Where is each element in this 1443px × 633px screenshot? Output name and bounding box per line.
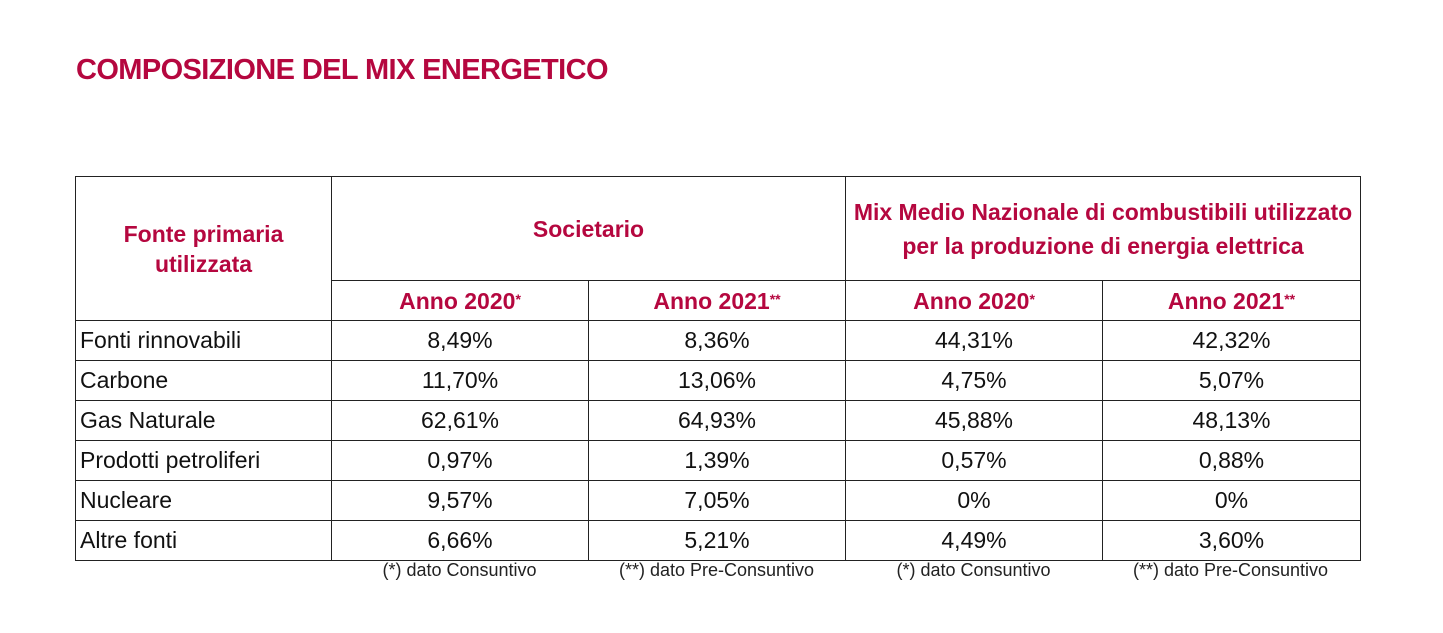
table-header-row: Fonte primaria utilizzata Societario Mix… (75, 176, 1362, 321)
table-row: Fonti rinnovabili 8,49% 8,36% 44,31% 42,… (75, 320, 1362, 361)
cell-value: 5,21% (588, 520, 846, 561)
cell-value: 4,49% (845, 520, 1103, 561)
footnote: (**) dato Pre-Consuntivo (618, 560, 815, 580)
header-year: Anno 2021** (1101, 280, 1362, 321)
table-row: Prodotti petroliferi 0,97% 1,39% 0,57% 0… (75, 440, 1362, 481)
page-title: COMPOSIZIONE DEL MIX ENERGETICO (76, 54, 609, 86)
footnote: (**) dato Pre-Consuntivo (1132, 560, 1329, 580)
footnote: (*) dato Consuntivo (896, 560, 1051, 580)
header-societario: Societario (331, 176, 846, 281)
row-label: Altre fonti (75, 520, 332, 561)
cell-value: 64,93% (588, 400, 846, 441)
footnote: (*) dato Consuntivo (382, 560, 537, 580)
cell-value: 6,66% (331, 520, 589, 561)
row-label: Prodotti petroliferi (75, 440, 332, 481)
cell-value: 8,49% (331, 320, 589, 361)
cell-value: 0,57% (845, 440, 1103, 481)
table-row: Nucleare 9,57% 7,05% 0% 0% (75, 480, 1362, 521)
cell-value: 13,06% (588, 360, 846, 401)
row-label: Fonti rinnovabili (75, 320, 332, 361)
row-label: Nucleare (75, 480, 332, 521)
cell-value: 4,75% (845, 360, 1103, 401)
header-fonte: Fonte primaria utilizzata (75, 176, 332, 321)
table-year-row: Anno 2020* Anno 2021** Anno 2020* Anno 2… (76, 280, 1362, 321)
energy-mix-table: Fonte primaria utilizzata Societario Mix… (75, 176, 1362, 561)
cell-value: 3,60% (1101, 520, 1362, 561)
cell-value: 0% (1101, 480, 1362, 521)
cell-value: 62,61% (331, 400, 589, 441)
header-year: Anno 2021** (588, 280, 846, 321)
table-row: Carbone 11,70% 13,06% 4,75% 5,07% (75, 360, 1362, 401)
header-year: Anno 2020* (331, 280, 589, 321)
header-nazionale: Mix Medio Nazionale di combustibili util… (844, 176, 1362, 281)
cell-value: 0% (845, 480, 1103, 521)
cell-value: 7,05% (588, 480, 846, 521)
cell-value: 0,97% (331, 440, 589, 481)
table-row: Gas Naturale 62,61% 64,93% 45,88% 48,13% (75, 400, 1362, 441)
cell-value: 0,88% (1101, 440, 1362, 481)
header-year: Anno 2020* (845, 280, 1103, 321)
cell-value: 9,57% (331, 480, 589, 521)
table-row: Altre fonti 6,66% 5,21% 4,49% 3,60% (75, 520, 1362, 561)
cell-value: 42,32% (1101, 320, 1362, 361)
cell-value: 5,07% (1101, 360, 1362, 401)
cell-value: 1,39% (588, 440, 846, 481)
cell-value: 11,70% (331, 360, 589, 401)
cell-value: 44,31% (845, 320, 1103, 361)
cell-value: 48,13% (1101, 400, 1362, 441)
cell-value: 45,88% (845, 400, 1103, 441)
row-label: Gas Naturale (75, 400, 332, 441)
footnotes: (*) dato Consuntivo (**) dato Pre-Consun… (331, 560, 1360, 581)
row-label: Carbone (75, 360, 332, 401)
cell-value: 8,36% (588, 320, 846, 361)
